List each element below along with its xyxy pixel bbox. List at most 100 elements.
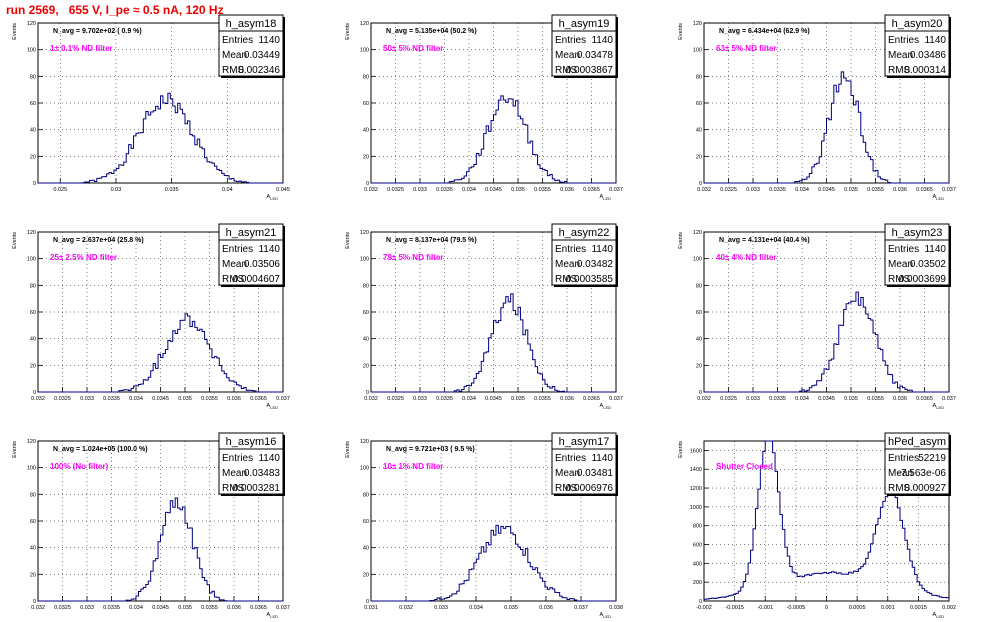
histogram-series bbox=[38, 92, 283, 184]
stats-value: 1140 bbox=[591, 244, 613, 255]
x-tick-label: 0.036 bbox=[560, 187, 574, 193]
y-tick-label: 1400 bbox=[690, 467, 702, 473]
panel-h_asym20: 0.032 0.0325 0.033 0.0335 0.034 0.0345 0.035 0.… bbox=[678, 14, 956, 201]
x-tick-label: 0.036 bbox=[560, 396, 574, 402]
stats-label: RMS bbox=[555, 483, 578, 494]
stats-label: Entries bbox=[222, 35, 253, 46]
navg-label: N_avg = 4.131e+04 (40.4 %) bbox=[719, 237, 810, 244]
stats-label: Entries bbox=[888, 453, 919, 464]
x-tick-label: -0.0005 bbox=[787, 605, 806, 611]
histogram-name: h_asym22 bbox=[559, 227, 610, 239]
panel-h_asym17: 0.031 0.032 0.033 0.034 0.035 0.036 0.037 0.038… bbox=[345, 432, 623, 619]
y-tick-label: 100 bbox=[360, 48, 369, 54]
filter-annotation: 50± 5% ND filter bbox=[383, 44, 443, 53]
y-tick-label: 0 bbox=[33, 599, 36, 605]
x-tick-label: 0.033 bbox=[413, 187, 427, 193]
y-axis-label: Events bbox=[345, 441, 351, 458]
run-title: run 2569, 655 V, I_pe ≈ 0.5 nA, 120 Hz bbox=[6, 3, 224, 17]
x-tick-label: 0.04 bbox=[222, 187, 233, 193]
y-tick-label: 20 bbox=[696, 363, 702, 369]
stats-value: 0.0004607 bbox=[233, 274, 281, 285]
x-tick-label: 0.002 bbox=[942, 605, 956, 611]
stats-label: RMS bbox=[555, 65, 578, 76]
stats-label: RMS bbox=[222, 483, 245, 494]
y-tick-label: 120 bbox=[360, 21, 369, 27]
x-tick-label: 0.037 bbox=[574, 605, 588, 611]
y-tick-label: 20 bbox=[363, 154, 369, 160]
y-tick-label: 120 bbox=[360, 439, 369, 445]
x-tick-label: 0.0335 bbox=[769, 187, 786, 193]
histogram-series bbox=[704, 71, 949, 184]
x-tick-label: 0.038 bbox=[609, 605, 623, 611]
histogram-series bbox=[371, 95, 616, 184]
stats-label: Entries bbox=[555, 35, 586, 46]
stats-value: 0.0003585 bbox=[566, 274, 614, 285]
x-tick-label: 0.035 bbox=[504, 605, 518, 611]
x-tick-label: 0.034 bbox=[129, 605, 143, 611]
x-axis-label: ALED bbox=[600, 612, 612, 619]
y-tick-label: 100 bbox=[693, 48, 702, 54]
x-tick-label: 0.0335 bbox=[103, 396, 120, 402]
x-tick-label: 0.0365 bbox=[583, 396, 600, 402]
filter-annotation: Shutter Closed bbox=[716, 462, 773, 471]
stats-box bbox=[551, 432, 617, 495]
stats-label: Entries bbox=[888, 244, 919, 255]
y-axis-label: Events bbox=[678, 232, 684, 249]
filter-annotation: 79± 5% ND filter bbox=[383, 253, 443, 262]
x-axis-label: ALED bbox=[267, 194, 279, 201]
stats-label: Entries bbox=[555, 244, 586, 255]
x-tick-label: 0.032 bbox=[364, 396, 378, 402]
x-tick-label: 0.0355 bbox=[201, 605, 218, 611]
y-tick-label: 120 bbox=[27, 21, 36, 27]
y-tick-label: 0 bbox=[699, 390, 702, 396]
stats-label: Mean bbox=[222, 468, 247, 479]
histogram-series bbox=[371, 293, 616, 393]
x-tick-label: 0 bbox=[825, 605, 828, 611]
x-tick-label: 0.033 bbox=[413, 396, 427, 402]
y-tick-label: 60 bbox=[30, 101, 36, 107]
stats-value: 0.0003699 bbox=[899, 274, 947, 285]
stats-box bbox=[884, 223, 950, 286]
stats-value: 0.0003281 bbox=[233, 483, 281, 494]
x-axis-label: ALED bbox=[267, 612, 279, 619]
histogram-name: h_asym21 bbox=[226, 227, 277, 239]
stats-label: Entries bbox=[555, 453, 586, 464]
histogram-name: h_asym16 bbox=[226, 436, 277, 448]
stats-value: 0.002346 bbox=[238, 65, 280, 76]
x-tick-label: 0.036 bbox=[539, 605, 553, 611]
y-tick-label: 1600 bbox=[690, 448, 702, 454]
x-tick-label: 0.035 bbox=[511, 187, 525, 193]
x-tick-label: 0.0345 bbox=[485, 396, 502, 402]
stats-label: Entries bbox=[888, 35, 919, 46]
stats-value: 0.03449 bbox=[244, 50, 281, 61]
y-axis-label: Events bbox=[12, 441, 18, 458]
x-tick-label: 0.037 bbox=[276, 605, 290, 611]
y-tick-label: 80 bbox=[30, 283, 36, 289]
stats-value: 0.000927 bbox=[904, 483, 946, 494]
y-tick-label: 80 bbox=[363, 492, 369, 498]
x-tick-label: 0.03 bbox=[111, 187, 122, 193]
x-tick-label: 0.0345 bbox=[152, 605, 169, 611]
x-tick-label: 0.037 bbox=[942, 396, 956, 402]
filter-annotation: 1± 0.1% ND filter bbox=[50, 44, 113, 53]
x-tick-label: 0.0355 bbox=[867, 396, 884, 402]
stats-box bbox=[218, 14, 284, 77]
x-tick-label: 0.0335 bbox=[103, 605, 120, 611]
y-tick-label: 1200 bbox=[690, 486, 702, 492]
y-tick-label: 100 bbox=[27, 466, 36, 472]
y-tick-label: 1000 bbox=[690, 505, 702, 511]
stats-value: 0.03506 bbox=[244, 259, 281, 270]
stats-label: Mean bbox=[555, 50, 580, 61]
x-tick-label: 0.045 bbox=[276, 187, 290, 193]
y-tick-label: 40 bbox=[696, 337, 702, 343]
stats-value: 0.03478 bbox=[577, 50, 614, 61]
x-tick-label: 0.0345 bbox=[818, 187, 835, 193]
navg-label: N_avg = 2.637e+04 (25.8 %) bbox=[53, 237, 144, 244]
y-tick-label: 60 bbox=[696, 101, 702, 107]
y-tick-label: 20 bbox=[30, 363, 36, 369]
x-tick-label: 0.032 bbox=[31, 396, 45, 402]
y-tick-label: 20 bbox=[696, 154, 702, 160]
y-tick-label: 100 bbox=[693, 257, 702, 263]
histogram-name: h_asym17 bbox=[559, 436, 610, 448]
stats-value: 0.03481 bbox=[577, 468, 614, 479]
